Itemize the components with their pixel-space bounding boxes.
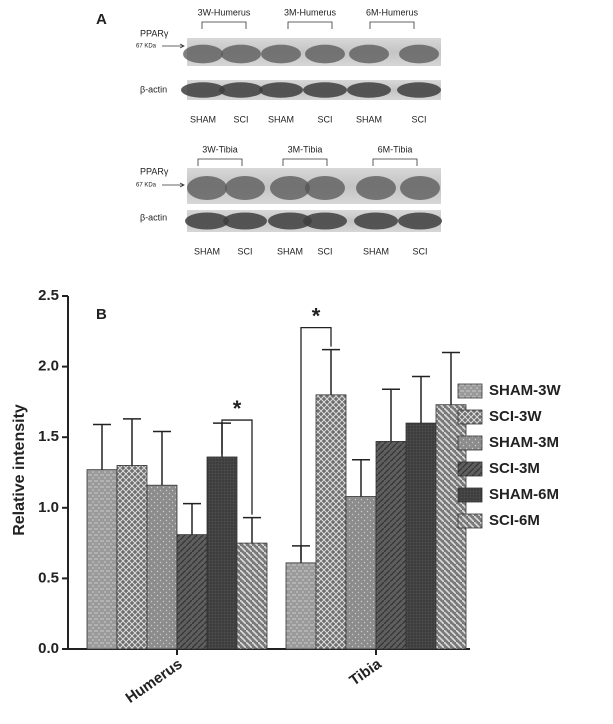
bar (346, 497, 376, 649)
bracket (198, 159, 242, 166)
lane-label: SCI (412, 246, 427, 256)
legend-label: SHAM-3W (489, 382, 562, 399)
y-tick-label: 2.5 (38, 287, 59, 304)
bracket (288, 22, 332, 29)
panel-label: B (96, 306, 107, 323)
marker-arrow (162, 183, 184, 187)
group-label: 3W-Humerus (198, 7, 251, 17)
lane-label: SHAM (356, 114, 382, 124)
bar (237, 543, 267, 649)
band (219, 82, 263, 97)
control-label: β-actin (140, 84, 167, 94)
band (187, 176, 227, 200)
bracket (373, 159, 417, 166)
bar (87, 470, 117, 649)
band (303, 82, 347, 97)
band (181, 82, 225, 97)
band (185, 213, 229, 230)
legend-label: SHAM-3M (489, 434, 559, 451)
band (261, 45, 301, 64)
lane-label: SCI (233, 114, 248, 124)
band (305, 45, 345, 64)
bar (376, 441, 406, 649)
legend-label: SCI-6M (489, 512, 540, 529)
band (303, 213, 347, 230)
lane-label: SHAM (277, 246, 303, 256)
lane-label: SCI (317, 114, 332, 124)
x-tick-label: Humerus (123, 656, 186, 707)
band (399, 45, 439, 64)
bar (117, 465, 147, 649)
band (270, 176, 310, 200)
lane-label: SCI (237, 246, 252, 256)
group-label: 3M-Tibia (288, 144, 323, 154)
lane-label: SHAM (268, 114, 294, 124)
y-tick-label: 0.5 (38, 569, 59, 586)
group-label: 6M-Humerus (366, 7, 419, 17)
lane-label: SCI (317, 246, 332, 256)
panel-label: A (96, 11, 107, 28)
bar (406, 423, 436, 649)
legend-swatch (458, 488, 482, 502)
band (225, 176, 265, 200)
legend-label: SCI-3W (489, 408, 542, 425)
group-label: 6M-Tibia (378, 144, 413, 154)
legend-swatch (458, 514, 482, 528)
lane-label: SHAM (190, 114, 216, 124)
y-axis-label: Relative intensity (11, 404, 28, 536)
band (221, 45, 261, 64)
band (259, 82, 303, 97)
target-label: PPARγ (140, 28, 169, 38)
legend-swatch (458, 410, 482, 424)
bar (316, 395, 346, 649)
lane-label: SCI (411, 114, 426, 124)
band (347, 82, 391, 97)
bar (207, 457, 237, 649)
y-tick-label: 2.0 (38, 358, 59, 375)
group-label: 3M-Humerus (284, 7, 337, 17)
annotation: * (312, 303, 321, 328)
bar (286, 563, 316, 649)
y-tick-label: 1.5 (38, 428, 59, 445)
marker-arrow (162, 44, 184, 48)
legend-swatch (458, 384, 482, 398)
band (305, 176, 345, 200)
target-label: PPARγ (140, 166, 169, 176)
bracket (370, 22, 414, 29)
marker-label: 67 KDa (136, 183, 157, 189)
y-tick-label: 1.0 (38, 499, 59, 516)
bar (177, 535, 207, 649)
band (397, 82, 441, 97)
band (223, 213, 267, 230)
band (400, 176, 440, 200)
legend-label: SCI-3M (489, 460, 540, 477)
x-tick-label: Tibia (346, 655, 385, 689)
lane-label: SHAM (363, 246, 389, 256)
band (349, 45, 389, 64)
band (356, 176, 396, 200)
band (354, 213, 398, 230)
lane-label: SHAM (194, 246, 220, 256)
bar (147, 485, 177, 649)
band (398, 213, 442, 230)
y-tick-label: 0.0 (38, 640, 59, 657)
band (183, 45, 223, 64)
legend-swatch (458, 436, 482, 450)
bracket (202, 22, 246, 29)
group-label: 3W-Tibia (202, 144, 238, 154)
control-label: β-actin (140, 212, 167, 222)
figure: A 3W-Humerus 3M-Humerus 6M-Humerus SHAM SCI SH… (0, 0, 613, 724)
legend-label: SHAM-6M (489, 486, 559, 503)
marker-label: 67 KDa (136, 44, 157, 50)
annotation: * (233, 396, 242, 421)
bracket (283, 159, 327, 166)
legend-swatch (458, 462, 482, 476)
